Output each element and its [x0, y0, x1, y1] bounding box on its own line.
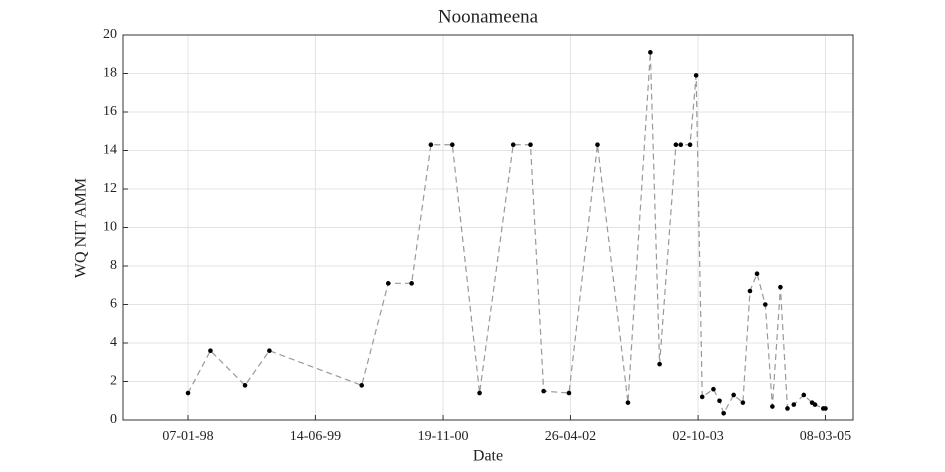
marker: [801, 392, 807, 398]
marker: [673, 142, 679, 148]
x-tick-label: 08-03-05: [800, 429, 851, 444]
marker: [687, 142, 693, 148]
marker: [693, 73, 699, 78]
y-tick-label: 2: [110, 374, 117, 389]
marker: [595, 142, 600, 148]
marker: [428, 142, 434, 148]
y-tick-label: 4: [110, 335, 117, 350]
marker: [721, 410, 726, 416]
chart-title: Noonameena: [438, 6, 539, 27]
plot-frame: [122, 34, 854, 421]
x-tick-label: 26-04-02: [545, 429, 596, 444]
x-tick-label: 19-11-00: [418, 429, 469, 444]
marker: [185, 390, 191, 396]
marker: [699, 394, 705, 400]
marker: [711, 386, 716, 392]
y-tick-label: 10: [103, 220, 117, 235]
marker: [528, 142, 533, 148]
marker: [541, 388, 546, 394]
x-tick-label: 02-10-03: [672, 429, 723, 444]
x-tick-label: 07-01-98: [162, 429, 213, 444]
y-tick-label: 14: [103, 143, 117, 158]
y-tick-label: 8: [110, 258, 117, 273]
marker: [208, 348, 213, 354]
marker: [678, 142, 684, 148]
marker: [566, 390, 572, 396]
y-tick-label: 0: [110, 412, 117, 427]
marker: [785, 406, 790, 411]
marker: [657, 361, 662, 367]
marker: [267, 348, 272, 354]
marker: [510, 142, 516, 148]
marker: [740, 400, 746, 405]
marker: [747, 288, 753, 294]
marker: [450, 142, 455, 148]
marker: [812, 402, 818, 407]
marker: [409, 281, 414, 286]
marker: [754, 271, 760, 277]
marker: [359, 383, 365, 388]
marker: [385, 281, 391, 286]
marker: [770, 404, 775, 409]
marker: [625, 400, 631, 405]
marker: [731, 392, 736, 398]
marker: [791, 402, 797, 407]
y-tick-label: 12: [103, 181, 117, 196]
marker: [823, 406, 828, 411]
marker: [763, 302, 768, 307]
marker: [242, 383, 248, 388]
y-axis-label: WQ NIT AMM: [73, 178, 90, 278]
y-tick-label: 18: [103, 66, 117, 81]
y-tick-label: 6: [110, 297, 117, 312]
y-tick-label: 20: [103, 27, 117, 42]
marker: [477, 390, 482, 396]
marker: [778, 284, 783, 290]
marker: [648, 50, 653, 55]
line: [187, 52, 826, 415]
y-tick-label: 16: [103, 104, 117, 119]
marker: [717, 398, 722, 404]
x-tick-label: 14-06-99: [290, 429, 341, 444]
x-axis-label: Date: [473, 448, 503, 465]
